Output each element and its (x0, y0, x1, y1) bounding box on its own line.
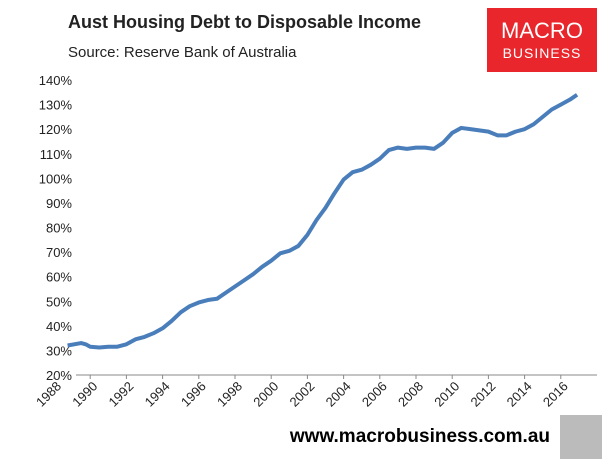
logo-icon (560, 415, 602, 459)
y-tick-label: 90% (46, 196, 72, 211)
x-tick-label: 2000 (250, 379, 281, 410)
footer-url: www.macrobusiness.com.au (289, 426, 550, 447)
chart-title: Aust Housing Debt to Disposable Income (68, 12, 421, 32)
logo-box (487, 8, 597, 72)
x-tick-label: 2012 (467, 379, 498, 410)
y-tick-label: 40% (46, 319, 72, 334)
y-tick-label: 140% (39, 73, 73, 88)
x-tick-label: 2002 (286, 379, 317, 410)
y-tick-label: 70% (46, 245, 72, 260)
logo-text: BUSINESS (503, 45, 582, 61)
logo-text: MACRO (501, 18, 583, 43)
y-tick-label: 110% (40, 147, 73, 162)
x-tick-label: 2008 (395, 379, 426, 410)
x-tick-label: 1996 (178, 379, 209, 410)
x-tick-label: 1988 (33, 379, 64, 410)
y-tick-label: 80% (46, 221, 72, 236)
x-tick-label: 2014 (504, 379, 535, 410)
x-tick-label: 1998 (214, 379, 245, 410)
x-tick-label: 1990 (69, 379, 100, 410)
y-tick-label: 20% (46, 368, 72, 383)
x-tick-label: 1994 (142, 379, 173, 410)
y-tick-label: 100% (39, 171, 73, 186)
x-tick-label: 2006 (359, 379, 390, 410)
y-tick-label: 60% (46, 270, 72, 285)
x-tick-label: 2010 (431, 379, 462, 410)
chart-subtitle: Source: Reserve Bank of Australia (68, 44, 297, 61)
y-tick-label: 30% (46, 343, 72, 358)
x-tick-label: 2016 (540, 379, 571, 410)
y-tick-label: 120% (39, 122, 73, 137)
y-tick-label: 130% (39, 98, 73, 113)
x-tick-label: 1992 (105, 379, 136, 410)
x-tick-label: 2004 (323, 379, 354, 410)
y-tick-label: 50% (46, 294, 72, 309)
data-line (67, 93, 579, 350)
